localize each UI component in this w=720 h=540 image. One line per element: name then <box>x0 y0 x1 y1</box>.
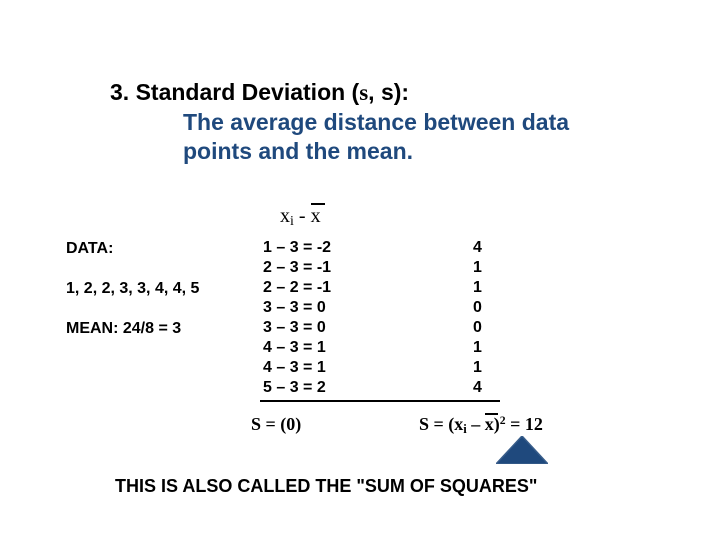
calc-row: 3 – 3 = 0 <box>263 298 331 318</box>
calc-row: 2 – 3 = -1 <box>263 258 331 278</box>
mean-label: MEAN: 24/8 = 3 <box>66 320 199 338</box>
square-row: 0 <box>473 318 482 338</box>
formula-xbar-x: x <box>311 205 321 227</box>
title-line1: 3. Standard Deviation (s, s): <box>110 79 409 105</box>
calc-row: 2 – 2 = -1 <box>263 278 331 298</box>
arrow-shape <box>496 436 548 464</box>
formula-xbar: x <box>311 205 321 228</box>
sum-right-prefix: = (x <box>429 414 463 434</box>
formula-minus: - <box>294 205 311 227</box>
square-row: 4 <box>473 238 482 258</box>
title-line3: points and the mean. <box>110 137 670 166</box>
sum-left-eq: = (0) <box>261 414 301 434</box>
sum-right-xbar: x <box>485 414 494 435</box>
up-arrow-icon <box>496 436 548 464</box>
formula-header: xi - x <box>280 205 321 230</box>
square-row: 4 <box>473 378 482 398</box>
sum-right-xbar-x: x <box>485 414 494 434</box>
calc-row: 4 – 3 = 1 <box>263 338 331 358</box>
sigma-icon: S <box>251 414 261 434</box>
square-row: 1 <box>473 278 482 298</box>
sum-right-mid: – <box>467 414 485 434</box>
xbar-overline-icon <box>485 413 498 415</box>
title-line1-b: , s): <box>368 79 409 105</box>
formula-x: x <box>280 205 290 227</box>
footer-text: THIS IS ALSO CALLED THE "SUM OF SQUARES" <box>115 476 537 497</box>
horizontal-rule <box>260 400 500 402</box>
sigma-icon: S <box>419 414 429 434</box>
data-values: 1, 2, 2, 3, 3, 4, 4, 5 <box>66 280 199 298</box>
squares-column: 4 1 1 0 0 1 1 4 <box>473 238 482 398</box>
square-row: 1 <box>473 338 482 358</box>
slide: 3. Standard Deviation (s, s): The averag… <box>0 0 720 540</box>
calc-row: 5 – 3 = 2 <box>263 378 331 398</box>
sum-right-tail: = 12 <box>506 414 543 434</box>
left-column: DATA: 1, 2, 2, 3, 3, 4, 4, 5 MEAN: 24/8 … <box>66 240 199 360</box>
square-row: 1 <box>473 258 482 278</box>
title-sigma: s <box>359 80 368 105</box>
calc-column: 1 – 3 = -2 2 – 3 = -1 2 – 2 = -1 3 – 3 =… <box>263 238 331 398</box>
title-line1-a: 3. Standard Deviation ( <box>110 79 359 105</box>
title-block: 3. Standard Deviation (s, s): The averag… <box>110 78 670 165</box>
xbar-overline-icon <box>311 203 325 205</box>
calc-row: 3 – 3 = 0 <box>263 318 331 338</box>
calc-row: 4 – 3 = 1 <box>263 358 331 378</box>
sum-right: S = (xi – x)2 = 12 <box>419 414 543 437</box>
sum-left: S = (0) <box>251 414 301 435</box>
square-row: 0 <box>473 298 482 318</box>
title-line2: The average distance between data <box>110 108 670 137</box>
calc-row: 1 – 3 = -2 <box>263 238 331 258</box>
square-row: 1 <box>473 358 482 378</box>
data-label: DATA: <box>66 240 199 258</box>
